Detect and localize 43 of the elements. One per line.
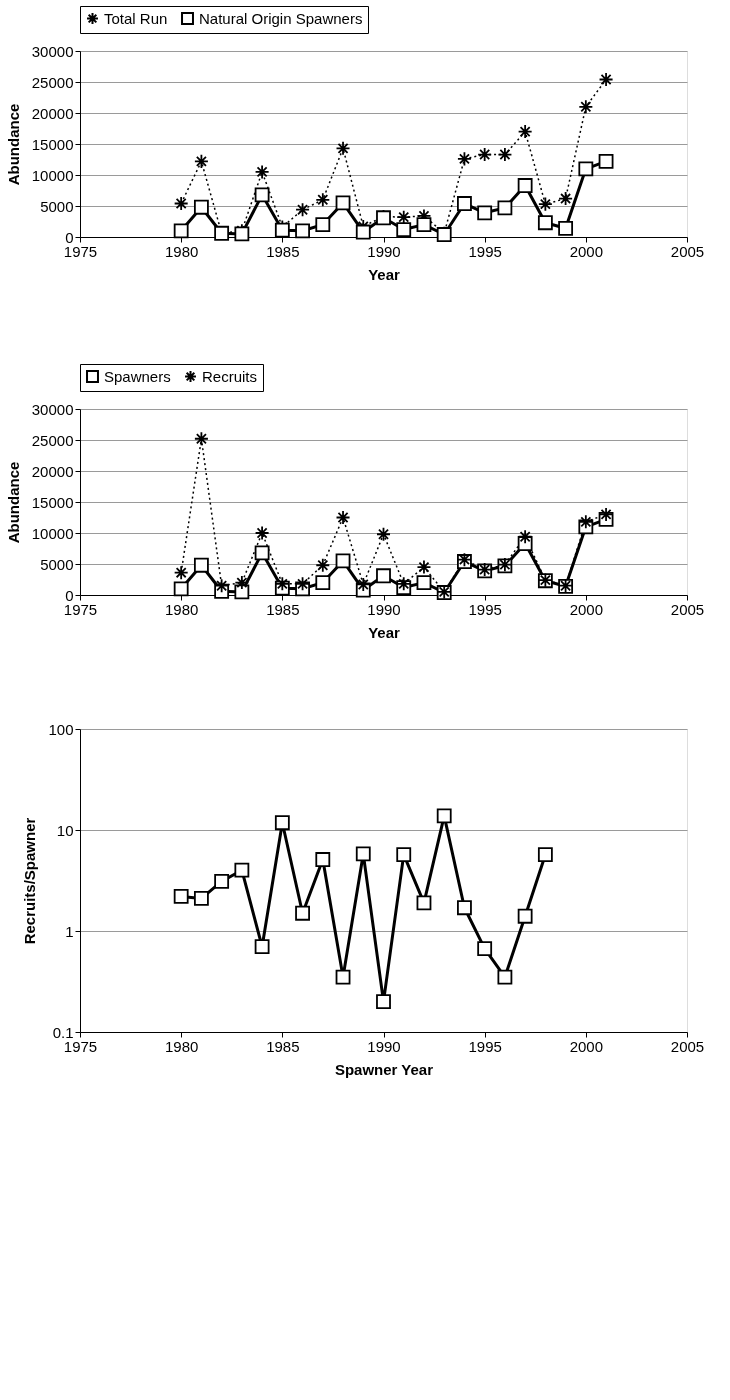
x-tick-label: 1985 (266, 600, 300, 618)
x-tick-label: 1985 (266, 1037, 300, 1055)
x-axis-title: Spawner Year (334, 1060, 434, 1078)
y-axis-title: Abundance (4, 103, 22, 186)
y-tick-label: 15000 (31, 135, 74, 153)
y-tick-label: 30000 (31, 42, 74, 60)
x-axis-title: Year (368, 623, 401, 641)
y-tick-label: 15000 (31, 493, 74, 511)
x-tick-label: 2000 (569, 242, 604, 260)
x-tick-label: 1995 (468, 1037, 502, 1055)
x-tick-label: 1990 (367, 242, 401, 260)
x-tick-label: 1985 (266, 242, 300, 260)
x-tick-label: 1980 (164, 600, 199, 618)
legend-label: Spawners (104, 367, 171, 385)
x-axis-title: Year (368, 265, 401, 283)
x-tick-label: 1995 (468, 600, 502, 618)
x-tick-label: 2005 (670, 1037, 705, 1055)
y-tick-label: 30000 (31, 400, 74, 418)
x-tick-label: 1990 (367, 1037, 401, 1055)
x-tick-label: 2005 (670, 242, 705, 260)
x-tick-label: 1990 (367, 600, 401, 618)
y-axis-title: Recruits/Spawner (21, 817, 39, 945)
y-tick-label: 100 (48, 720, 74, 738)
legend-label: Recruits (202, 367, 258, 385)
y-tick-label: 20000 (31, 462, 74, 480)
x-tick-label: 2005 (670, 600, 705, 618)
y-tick-label: 25000 (31, 431, 74, 449)
y-tick-label: 25000 (31, 73, 74, 91)
y-tick-label: 10000 (31, 524, 74, 542)
x-tick-label: 2000 (569, 600, 604, 618)
x-tick-label: 2000 (569, 1037, 604, 1055)
x-tick-label: 1980 (164, 1037, 199, 1055)
x-tick-label: 1980 (164, 242, 199, 260)
legend-label: Total Run (104, 9, 168, 27)
y-tick-label: 10000 (31, 166, 74, 184)
y-tick-label: 10 (56, 821, 74, 839)
y-tick-label: 1 (65, 922, 74, 940)
x-tick-label: 1995 (468, 242, 502, 260)
y-tick-label: 5000 (40, 197, 74, 215)
y-tick-label: 5000 (40, 555, 74, 573)
legend-label: Natural Origin Spawners (199, 9, 363, 27)
y-tick-label: 20000 (31, 104, 74, 122)
y-axis-title: Abundance (4, 461, 22, 544)
